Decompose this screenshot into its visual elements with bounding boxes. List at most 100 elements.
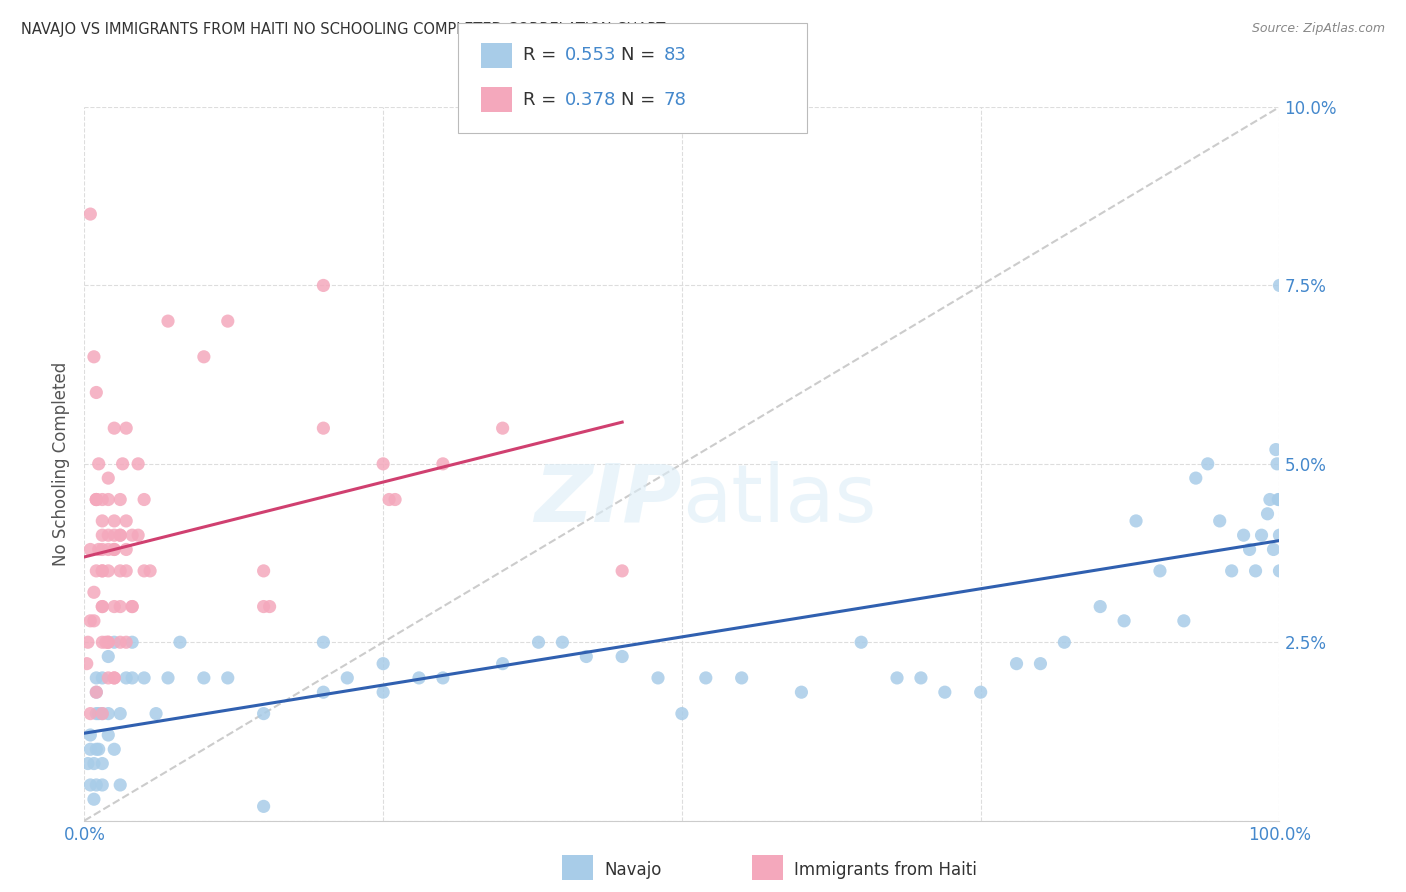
- Point: [86, 492, 108, 507]
- Point: [91, 706, 114, 721]
- Point: [115, 542, 138, 557]
- Point: [373, 657, 395, 671]
- Point: [91, 514, 114, 528]
- Point: [121, 599, 143, 614]
- Point: [1264, 442, 1286, 457]
- Text: Navajo: Navajo: [605, 861, 662, 879]
- Point: [1244, 564, 1267, 578]
- Point: [121, 599, 143, 614]
- Point: [169, 635, 191, 649]
- Point: [373, 685, 395, 699]
- Point: [157, 671, 180, 685]
- Point: [1250, 528, 1272, 542]
- Point: [384, 492, 406, 507]
- Point: [86, 671, 108, 685]
- Point: [378, 492, 401, 507]
- Point: [312, 421, 335, 435]
- Point: [217, 671, 239, 685]
- Point: [86, 492, 108, 507]
- Point: [193, 671, 215, 685]
- Point: [408, 671, 430, 685]
- Point: [575, 649, 598, 664]
- Point: [97, 706, 120, 721]
- Point: [110, 492, 132, 507]
- Point: [103, 528, 125, 542]
- Point: [97, 728, 120, 742]
- Point: [1220, 564, 1243, 578]
- Point: [91, 706, 114, 721]
- Point: [91, 599, 114, 614]
- Point: [432, 457, 454, 471]
- Text: N =: N =: [621, 91, 661, 109]
- Point: [1268, 492, 1291, 507]
- Point: [110, 599, 132, 614]
- Point: [1268, 278, 1291, 293]
- Point: [97, 471, 120, 485]
- Point: [127, 528, 149, 542]
- Text: Immigrants from Haiti: Immigrants from Haiti: [794, 861, 977, 879]
- Point: [86, 706, 108, 721]
- Point: [1029, 657, 1052, 671]
- Point: [91, 542, 114, 557]
- Point: [97, 542, 120, 557]
- Point: [731, 671, 754, 685]
- Point: [94, 635, 117, 649]
- Point: [1053, 635, 1076, 649]
- Text: R =: R =: [523, 46, 562, 64]
- Text: R =: R =: [523, 91, 562, 109]
- Point: [695, 671, 717, 685]
- Point: [217, 314, 239, 328]
- Point: [103, 742, 125, 756]
- Point: [851, 635, 873, 649]
- Point: [86, 492, 108, 507]
- Point: [121, 528, 143, 542]
- Point: [97, 649, 120, 664]
- Point: [91, 756, 114, 771]
- Point: [1263, 542, 1285, 557]
- Text: atlas: atlas: [682, 460, 876, 539]
- Point: [87, 742, 110, 756]
- Point: [110, 778, 132, 792]
- Point: [83, 350, 105, 364]
- Point: [336, 671, 359, 685]
- Point: [86, 385, 108, 400]
- Text: 78: 78: [664, 91, 686, 109]
- Point: [1173, 614, 1195, 628]
- Point: [492, 421, 515, 435]
- Point: [1209, 514, 1232, 528]
- Point: [253, 599, 276, 614]
- Point: [157, 314, 180, 328]
- Point: [87, 542, 110, 557]
- Point: [312, 635, 335, 649]
- Point: [91, 528, 114, 542]
- Point: [79, 207, 101, 221]
- Point: [253, 706, 276, 721]
- Text: 83: 83: [664, 46, 686, 64]
- Point: [87, 706, 110, 721]
- Point: [79, 728, 101, 742]
- Point: [121, 635, 143, 649]
- Point: [91, 778, 114, 792]
- Text: N =: N =: [621, 46, 661, 64]
- Point: [1258, 492, 1281, 507]
- Y-axis label: No Schooling Completed: No Schooling Completed: [52, 362, 70, 566]
- Point: [121, 671, 143, 685]
- Point: [115, 564, 138, 578]
- Point: [79, 742, 101, 756]
- Point: [1233, 528, 1256, 542]
- Point: [79, 542, 101, 557]
- Point: [193, 350, 215, 364]
- Point: [86, 564, 108, 578]
- Point: [115, 514, 138, 528]
- Point: [86, 778, 108, 792]
- Point: [97, 564, 120, 578]
- Point: [886, 671, 908, 685]
- Point: [110, 528, 132, 542]
- Point: [139, 564, 162, 578]
- Point: [312, 278, 335, 293]
- Point: [132, 564, 156, 578]
- Point: [115, 671, 138, 685]
- Point: [97, 635, 120, 649]
- Point: [83, 756, 105, 771]
- Point: [83, 614, 105, 628]
